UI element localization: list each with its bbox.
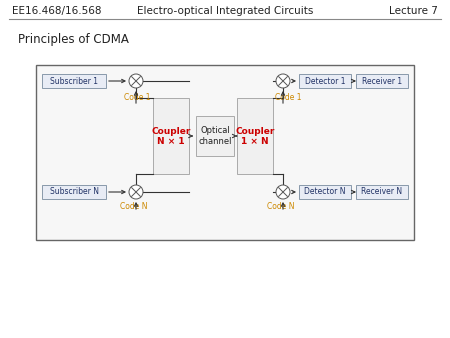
Text: Principles of CDMA: Principles of CDMA (18, 33, 129, 46)
Text: Receiver 1: Receiver 1 (362, 76, 402, 86)
Text: Coupler: Coupler (151, 126, 191, 136)
Text: Detector 1: Detector 1 (305, 76, 345, 86)
Bar (356, 185, 408, 199)
Text: Detector N: Detector N (304, 188, 346, 196)
Text: Optical
channel: Optical channel (198, 126, 232, 146)
Bar (42, 185, 106, 199)
Text: Subscriber 1: Subscriber 1 (50, 76, 98, 86)
Text: Lecture 7: Lecture 7 (389, 6, 438, 16)
Bar (36, 65, 414, 240)
Text: Code 1: Code 1 (275, 93, 302, 102)
Text: N × 1: N × 1 (157, 138, 185, 146)
Bar (153, 98, 189, 174)
Text: 1 × N: 1 × N (241, 138, 269, 146)
Bar (196, 116, 234, 156)
Text: Code 1: Code 1 (125, 93, 151, 102)
Bar (299, 185, 351, 199)
Bar (42, 74, 106, 88)
Bar (356, 74, 408, 88)
Circle shape (276, 74, 290, 88)
Text: Subscriber N: Subscriber N (50, 188, 99, 196)
Text: Coupler: Coupler (235, 126, 274, 136)
Text: Receiver N: Receiver N (361, 188, 403, 196)
Text: Code N: Code N (267, 202, 295, 211)
Bar (237, 98, 273, 174)
Circle shape (129, 185, 143, 199)
Bar (299, 74, 351, 88)
Text: Electro-optical Integrated Circuits: Electro-optical Integrated Circuits (137, 6, 313, 16)
Text: EE16.468/16.568: EE16.468/16.568 (12, 6, 102, 16)
Circle shape (276, 185, 290, 199)
Text: Code N: Code N (120, 202, 148, 211)
Circle shape (129, 74, 143, 88)
